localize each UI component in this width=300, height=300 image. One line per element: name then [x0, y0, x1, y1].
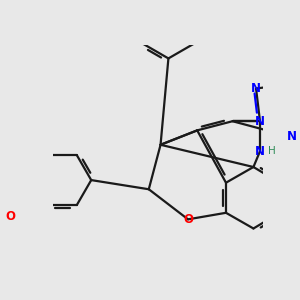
- Text: N: N: [255, 115, 265, 128]
- Text: O: O: [183, 213, 193, 226]
- Text: N: N: [286, 130, 296, 143]
- Text: N: N: [251, 82, 261, 95]
- Text: N: N: [255, 145, 265, 158]
- Text: H: H: [268, 146, 275, 156]
- Text: O: O: [5, 210, 15, 223]
